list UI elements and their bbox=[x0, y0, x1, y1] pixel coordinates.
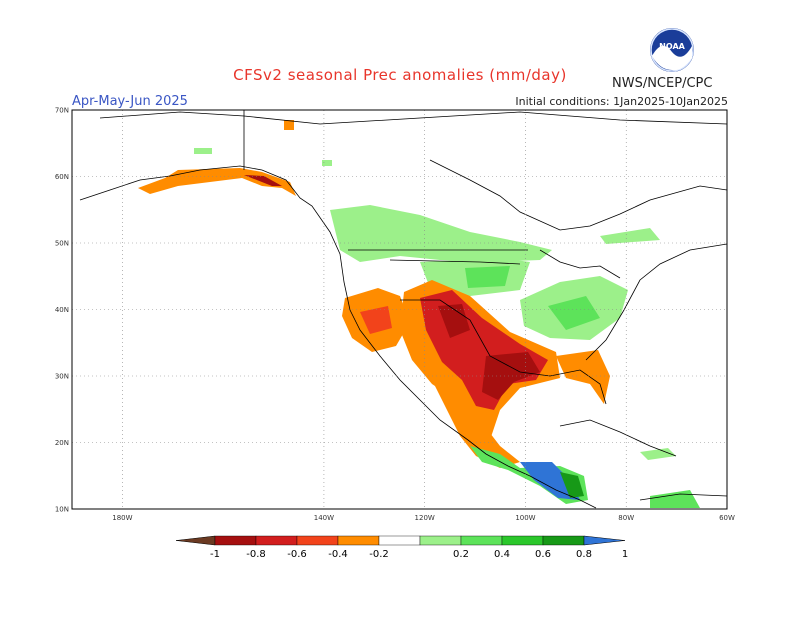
agency-label: NWS/NCEP/CPC bbox=[612, 76, 713, 91]
colorbar-label: 0.2 bbox=[453, 549, 469, 560]
colorbar-label: -0.8 bbox=[246, 549, 266, 560]
colorbar-label: 0.6 bbox=[535, 549, 551, 560]
initial-conditions: Initial conditions: 1Jan2025-10Jan2025 bbox=[515, 95, 728, 108]
longitude-axis: 180W 140W 120W 100W 80W 60W bbox=[112, 514, 735, 522]
lon-tick-label: 180W bbox=[112, 514, 132, 522]
svg-text:NOAA: NOAA bbox=[659, 42, 685, 51]
colorbar-label: -0.4 bbox=[328, 549, 348, 560]
colorbar-bin bbox=[255, 535, 298, 546]
colorbar-bin bbox=[378, 535, 421, 546]
colorbar-label: -1 bbox=[210, 549, 220, 560]
map-title: CFSv2 seasonal Prec anomalies (mm/day) bbox=[233, 66, 567, 84]
lon-tick-label: 60W bbox=[719, 514, 735, 522]
anomaly-shading bbox=[138, 120, 700, 508]
latitude-axis: 10N 20N 30N 40N 50N 60N 70N bbox=[55, 107, 69, 514]
lat-tick-label: 20N bbox=[55, 439, 69, 447]
lon-tick-label: 140W bbox=[314, 514, 334, 522]
colorbar-label: 0.8 bbox=[576, 549, 592, 560]
lon-tick-label: 80W bbox=[618, 514, 634, 522]
map-frame bbox=[71, 109, 728, 510]
noaa-logo: NOAA bbox=[650, 28, 694, 72]
lat-tick-label: 40N bbox=[55, 306, 69, 314]
colorbar-arrow-left bbox=[175, 535, 216, 546]
colorbar-bin bbox=[460, 535, 503, 546]
colorbar-bin bbox=[542, 535, 585, 546]
lon-tick-label: 120W bbox=[415, 514, 435, 522]
lat-tick-label: 10N bbox=[55, 506, 69, 514]
colorbar-bin bbox=[501, 535, 544, 546]
lat-tick-label: 70N bbox=[55, 107, 69, 115]
colorbar-bin bbox=[419, 535, 462, 546]
colorbar: -1 -0.8 -0.6 -0.4 -0.2 0.2 0.4 0.6 0.8 1 bbox=[175, 535, 628, 560]
colorbar-label: -0.6 bbox=[287, 549, 307, 560]
lat-tick-label: 60N bbox=[55, 173, 69, 181]
colorbar-label: 0.4 bbox=[494, 549, 510, 560]
colorbar-bin bbox=[337, 535, 380, 546]
colorbar-bin bbox=[214, 535, 257, 546]
colorbar-label: -0.2 bbox=[369, 549, 389, 560]
lat-tick-label: 50N bbox=[55, 240, 69, 248]
colorbar-arrow-right bbox=[583, 535, 626, 546]
colorbar-bin bbox=[296, 535, 339, 546]
lat-tick-label: 30N bbox=[55, 373, 69, 381]
colorbar-label: 1 bbox=[622, 549, 628, 560]
coastlines bbox=[79, 110, 727, 509]
forecast-period: Apr-May-Jun 2025 bbox=[72, 94, 188, 109]
lon-tick-label: 100W bbox=[515, 514, 535, 522]
